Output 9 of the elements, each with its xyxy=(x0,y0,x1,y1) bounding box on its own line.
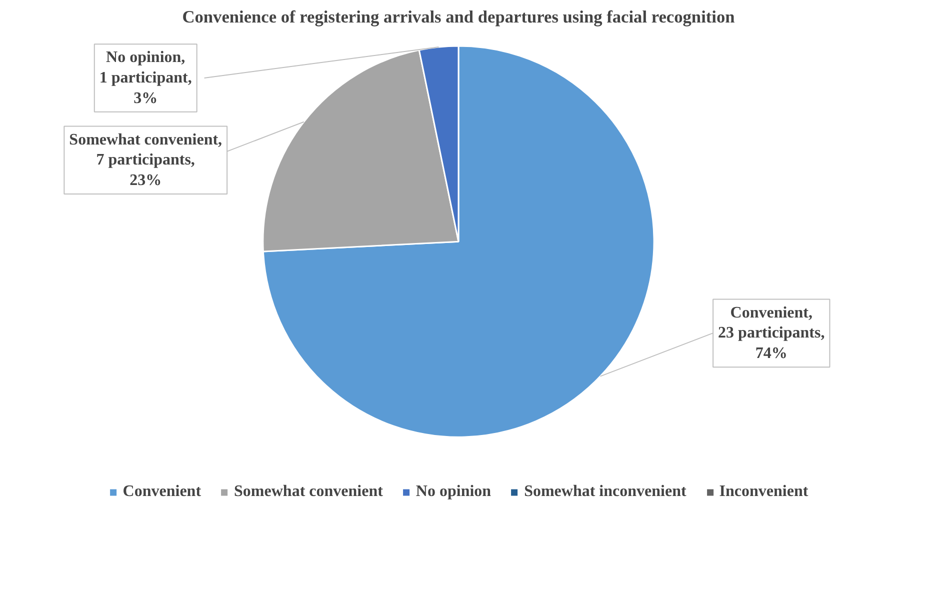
legend-label: Somewhat convenient xyxy=(234,483,383,501)
data-label: Somewhat convenient, 7 participants, 23% xyxy=(69,131,222,190)
legend-label: No opinion xyxy=(416,483,492,501)
legend-label: Somewhat inconvenient xyxy=(524,483,686,501)
legend-label: Convenient xyxy=(122,483,202,501)
data-label: Convenient, 23 participants, 74% xyxy=(718,304,825,362)
chart-title: Convenience of registering arrivals and departures using facial recognition xyxy=(182,8,736,26)
data-label: No opinion, 1 participant, 3% xyxy=(99,49,192,107)
legend-label: Inconvenient xyxy=(719,483,808,501)
